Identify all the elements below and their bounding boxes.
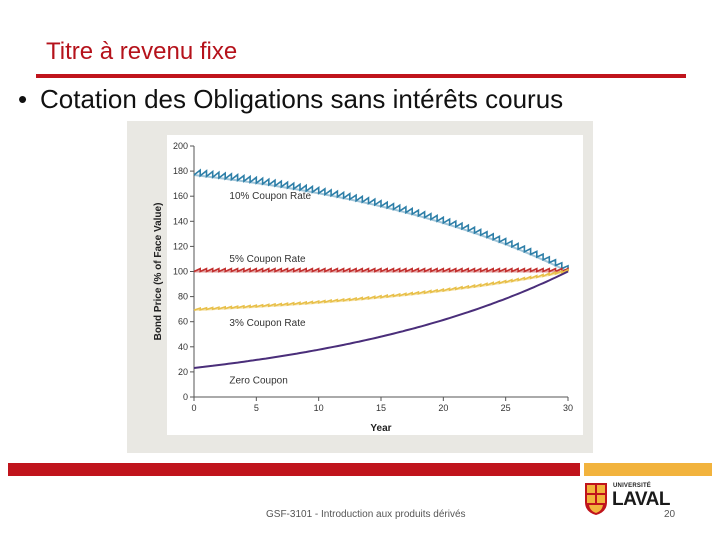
page-number: 20 bbox=[664, 509, 676, 520]
bond-price-chart: 0 20 40 60 80 100 120 140 160 180 200 0 5 10 15 20 25 30 Y… bbox=[153, 135, 583, 435]
title-rule bbox=[36, 74, 686, 78]
x-tick-label: 30 bbox=[563, 403, 573, 413]
x-axis-title: Year bbox=[370, 423, 391, 434]
footer-course: GSF-3101 - Introduction aux produits dér… bbox=[266, 509, 466, 520]
x-tick-label: 25 bbox=[501, 403, 511, 413]
y-tick-label: 180 bbox=[173, 166, 188, 176]
y-tick-label: 40 bbox=[178, 342, 188, 352]
y-tick-label: 20 bbox=[178, 367, 188, 377]
y-tick-label: 100 bbox=[173, 267, 188, 277]
bullet-symbol: • bbox=[18, 84, 28, 114]
university-logo: UNIVERSITÉ LAVAL bbox=[584, 482, 671, 522]
footer-bar-red bbox=[8, 463, 580, 476]
bullet-text: Cotation des Obligations sans intérêts c… bbox=[40, 84, 564, 114]
series-label-coupon10: 10% Coupon Rate bbox=[229, 191, 311, 202]
x-tick-label: 10 bbox=[314, 403, 324, 413]
y-tick-label: 200 bbox=[173, 141, 188, 151]
y-tick-label: 140 bbox=[173, 216, 188, 226]
series-dirty-coupon10 bbox=[193, 168, 569, 272]
x-tick-label: 0 bbox=[191, 403, 196, 413]
x-tick-label: 20 bbox=[438, 403, 448, 413]
y-tick-label: 160 bbox=[173, 191, 188, 201]
footer-bar-gold bbox=[584, 463, 712, 476]
series-line-zero bbox=[193, 270, 569, 369]
y-axis-title: Bond Price (% of Face Value) bbox=[153, 203, 164, 341]
y-tick-label: 60 bbox=[178, 317, 188, 327]
series-label-coupon3: 3% Coupon Rate bbox=[229, 318, 306, 329]
shield-icon bbox=[585, 483, 607, 515]
logo-small-text: UNIVERSITÉ bbox=[613, 483, 652, 489]
y-tick-label: 120 bbox=[173, 241, 188, 251]
series-label-coupon5: 5% Coupon Rate bbox=[229, 254, 306, 265]
y-tick-label: 80 bbox=[178, 292, 188, 302]
x-tick-label: 15 bbox=[376, 403, 386, 413]
slide-title: Titre à revenu fixe bbox=[46, 38, 238, 65]
plot-background bbox=[167, 135, 583, 435]
y-tick-label: 0 bbox=[183, 392, 188, 402]
bullet-line: • Cotation des Obligations sans intérêts … bbox=[18, 84, 563, 115]
series-dirty-coupon3 bbox=[193, 268, 569, 311]
logo-big-text: LAVAL bbox=[612, 489, 671, 510]
series-label-zero: Zero Coupon bbox=[229, 376, 287, 387]
series-dirty-coupon5 bbox=[193, 267, 569, 273]
x-tick-label: 5 bbox=[254, 403, 259, 413]
